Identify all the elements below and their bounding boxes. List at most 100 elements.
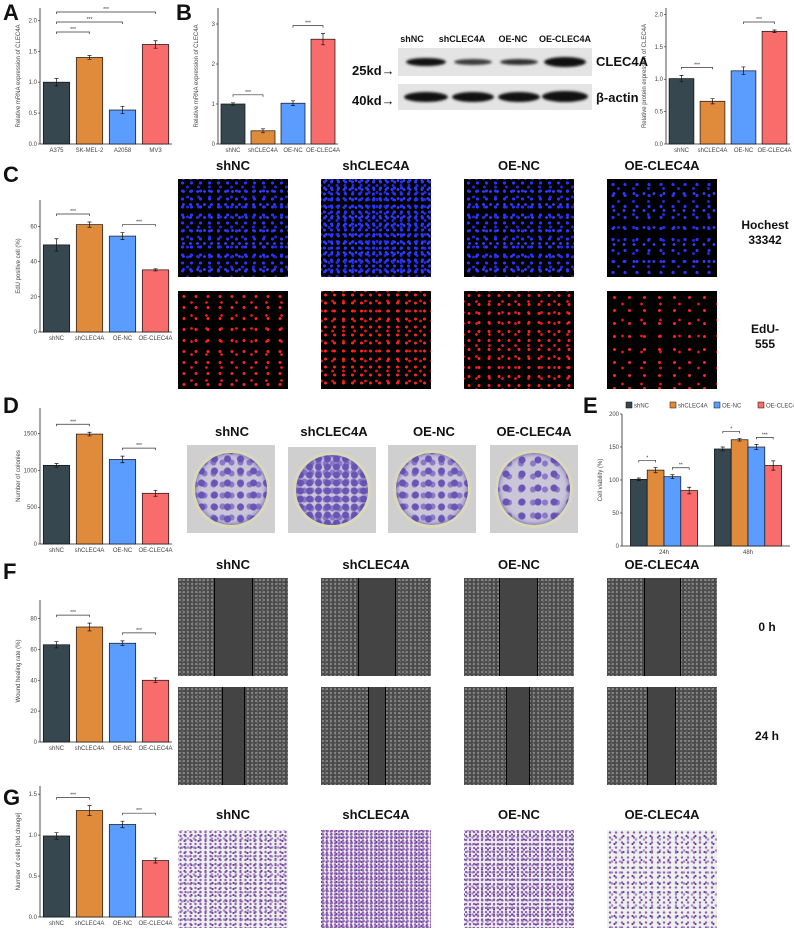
y-tick-label: 40 (30, 260, 37, 266)
edu-image-oe-clec4a (607, 291, 717, 389)
marker-25kd: 25kd→ (352, 63, 395, 78)
y-axis-label: EdU positive cell (%) (16, 238, 22, 293)
panel-letter-a: A (3, 0, 19, 25)
error-bar (687, 486, 692, 495)
transwell-image-oe-clec4a (607, 830, 717, 928)
y-axis-label: Relative mRNA expression of CLEC4A (194, 24, 200, 127)
legend-swatch (625, 401, 633, 409)
x-tick-label: shCLEC4A (75, 548, 105, 554)
y-axis-label: Wound healing rate (%) (16, 640, 22, 703)
error-bar (87, 55, 92, 60)
significance-bracket (743, 21, 775, 25)
wound-0h-oe-clec4a (607, 578, 717, 676)
blot-strip-clec4a (398, 48, 592, 76)
edu-image-shnc (178, 291, 288, 389)
image-title: shCLEC4A (342, 807, 410, 822)
transwell-image-oe-nc (464, 830, 574, 928)
y-tick-label: 0.0 (655, 142, 664, 148)
significance-bracket (722, 431, 740, 434)
bar (75, 626, 104, 743)
bar (747, 446, 766, 547)
bar (75, 810, 104, 918)
colony-dish-oe-clec4a (490, 445, 578, 533)
image-title: OE-NC (413, 424, 455, 439)
significance-label: *** (245, 90, 251, 96)
y-tick-label: 0.0 (29, 915, 38, 921)
x-tick-label: 24h (659, 550, 669, 556)
x-tick-label: shNC (49, 921, 65, 927)
bar (141, 44, 170, 145)
wound-0h-oe-nc (464, 578, 574, 676)
bar (220, 103, 246, 145)
error-bar (153, 489, 158, 497)
error-bar (771, 460, 776, 471)
panel-letter-b: B (176, 0, 192, 25)
hoechst-image-oe-nc (464, 179, 574, 277)
bar (141, 269, 170, 333)
edu-image-oe-nc (464, 291, 574, 389)
y-axis-label: Number of cells [fold change] (16, 812, 22, 890)
image-title: OE-CLEC4A (624, 807, 700, 822)
chart-svg: Number of cells [fold change] 0.0 0.5 1.0 1.… (16, 786, 173, 927)
x-tick-label: OE-NC (113, 921, 133, 927)
x-tick-label: OE-CLEC4A (306, 148, 340, 154)
y-axis-label: Cell viability (%) (598, 459, 604, 502)
error-bar (120, 105, 125, 115)
image-title: shCLEC4A (342, 158, 410, 173)
legend-label: shNC (634, 404, 650, 410)
bar (714, 448, 732, 547)
wound-0h-shnc (178, 578, 288, 676)
y-tick-label: 20 (30, 295, 37, 301)
significance-label: *** (694, 62, 700, 68)
x-tick-label: A2058 (114, 148, 132, 154)
blot-lane-label: OE-CLEC4A (538, 34, 591, 44)
bar (108, 109, 137, 145)
significance-bracket (56, 21, 123, 24)
bar (141, 679, 170, 743)
y-tick-label: 1.0 (655, 77, 664, 83)
x-tick-label: shCLEC4A (698, 148, 728, 154)
image-title: shNC (216, 557, 250, 572)
bar (108, 642, 137, 743)
row-label-line: 33342 (748, 233, 782, 247)
bar-chart-g-transwell: Number of cells [fold change] 0.0 0.5 1.0 1.… (14, 782, 176, 931)
significance-label: *** (136, 628, 142, 634)
x-tick-label: OE-NC (113, 336, 133, 342)
error-bar (679, 75, 684, 83)
chart-svg: EdU positive cell (%) 0 20 40 60 shNC shCLEC4A… (16, 200, 173, 342)
significance-label: *** (136, 443, 142, 449)
significance-bracket (56, 11, 156, 14)
row-label-line: 555 (754, 337, 776, 351)
bar (75, 57, 104, 145)
y-tick-label: 3 (212, 22, 216, 28)
x-tick-label: shNC (225, 148, 241, 154)
error-bar (153, 857, 158, 864)
error-bar (54, 832, 59, 840)
colony-dish-oe-nc (388, 445, 476, 533)
row-label-hoechst: Hochest 33342 (736, 218, 794, 248)
bar (108, 459, 137, 545)
x-tick-label: OE-NC (734, 148, 754, 154)
significance-bracket (56, 213, 90, 216)
bar-chart-b-mrna: Relative mRNA expression of CLEC4A 0 1 2 3 sh… (192, 4, 342, 158)
transwell-image-shnc (178, 830, 288, 928)
bar (730, 439, 749, 547)
y-tick-label: 80 (30, 617, 37, 623)
row-label-24h: 24 h (754, 729, 779, 743)
error-bar (741, 66, 746, 76)
x-tick-label: shCLEC4A (75, 336, 105, 342)
significance-bracket (122, 447, 156, 451)
y-tick-label: 100 (609, 478, 620, 484)
y-tick-label: 150 (609, 445, 620, 451)
image-title: OE-CLEC4A (624, 158, 700, 173)
x-tick-label: shCLEC4A (248, 148, 278, 154)
bar-chart-a-mrna-cell-lines: Relative mRNA expression of CLEC4A 0.0 0.5… (14, 4, 176, 158)
legend-swatch (669, 401, 677, 409)
protein-label-beta-actin: β-actin (596, 90, 639, 105)
error-bar (153, 677, 158, 683)
error-bar (321, 33, 325, 46)
bar (75, 433, 104, 545)
bar (42, 244, 71, 333)
y-tick-label: 0.0 (29, 142, 38, 148)
y-tick-label: 0 (212, 142, 216, 148)
